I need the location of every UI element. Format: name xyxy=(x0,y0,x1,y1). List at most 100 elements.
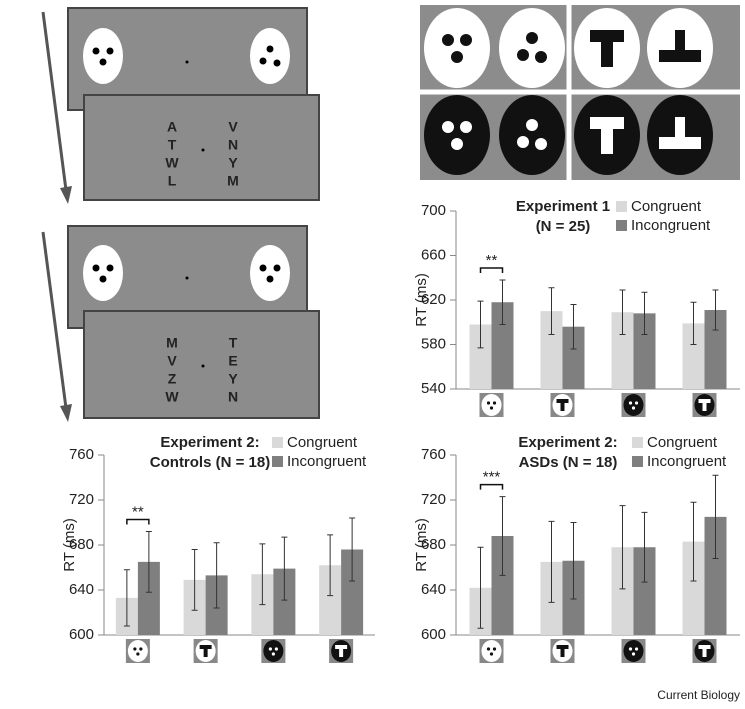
stimulus-letter: E xyxy=(228,353,237,369)
condition-icon-dot xyxy=(268,647,272,651)
condition-icon-t xyxy=(698,645,711,657)
error-bar xyxy=(712,474,719,559)
error-bar xyxy=(213,542,220,609)
legend-label: Incongruent xyxy=(287,453,367,470)
stimulus-letter: N xyxy=(228,389,238,405)
bar xyxy=(491,302,514,389)
condition-icon-dot xyxy=(628,647,633,651)
error-bar xyxy=(690,301,697,345)
bar xyxy=(562,326,585,389)
bar-chart: 600 640 680 720 760 RT (ms) Experiment 2: Contr… xyxy=(61,434,375,663)
condition-icon xyxy=(481,640,502,662)
error-bar xyxy=(327,534,334,597)
condition-icon-dot xyxy=(274,647,278,651)
legend-label: Incongruent xyxy=(631,217,711,234)
stimulus-letter: Z xyxy=(168,371,177,387)
y-tick-label: 760 xyxy=(69,446,94,463)
condition-icon-t xyxy=(335,645,348,657)
error-bar xyxy=(641,291,648,335)
error-bar xyxy=(281,536,288,601)
bar xyxy=(540,311,563,389)
stimulus-letter: M xyxy=(166,335,178,351)
condition-icon xyxy=(481,394,502,416)
condition-icon xyxy=(623,394,644,416)
legend-swatch xyxy=(616,201,627,212)
bar xyxy=(682,541,705,635)
stimulus-letter: V xyxy=(167,353,177,369)
chart-title: Experiment 2: xyxy=(160,434,259,451)
error-bar xyxy=(619,505,626,590)
stimulus-grid xyxy=(420,5,740,180)
significance-label: ** xyxy=(132,503,144,520)
significance-label: ** xyxy=(486,252,498,269)
significance-bracket xyxy=(479,267,504,273)
bar xyxy=(611,312,634,389)
error-bar xyxy=(712,289,719,331)
condition-icon-dot xyxy=(486,647,491,651)
legend-label: Congruent xyxy=(631,198,702,215)
error-bar xyxy=(499,279,506,325)
bar xyxy=(319,565,342,635)
y-tick-label: 600 xyxy=(69,626,94,643)
bar xyxy=(682,323,705,389)
stimulus-letter: W xyxy=(165,155,179,171)
y-tick-label: 580 xyxy=(421,335,446,352)
condition-icon-dot xyxy=(492,401,497,405)
chart-title: Experiment 1 xyxy=(516,198,610,215)
stimulus-letter: W xyxy=(165,389,179,405)
y-tick-label: 600 xyxy=(421,626,446,643)
error-bar xyxy=(259,543,266,606)
bar xyxy=(273,568,296,635)
condition-icon-t xyxy=(199,645,212,657)
y-tick-label: 680 xyxy=(421,536,446,553)
y-tick-label: 660 xyxy=(421,246,446,263)
y-axis-label: RT (ms) xyxy=(413,273,430,327)
y-tick-label: 620 xyxy=(421,291,446,308)
stimulus-letter: L xyxy=(168,173,177,189)
chart-title: ASDs (N = 18) xyxy=(519,454,618,471)
condition-icon-dot xyxy=(486,401,491,405)
legend-swatch xyxy=(272,456,283,467)
legend-swatch xyxy=(616,220,627,231)
error-bar xyxy=(619,289,626,335)
condition-icon-dot xyxy=(634,647,639,651)
trial-diagram xyxy=(41,7,320,422)
stimulus-letter: V xyxy=(228,119,238,135)
y-tick-label: 680 xyxy=(69,536,94,553)
error-bar xyxy=(145,531,152,593)
condition-icon-dot xyxy=(634,401,639,405)
condition-icon-dot xyxy=(489,652,494,656)
condition-icon xyxy=(623,640,644,662)
error-bar xyxy=(499,496,506,576)
error-bar xyxy=(191,549,198,611)
stimulus-letter: T xyxy=(229,335,238,351)
bar-chart: 540 580 620 660 700 RT (ms) Experiment 1 (N = 2… xyxy=(413,198,740,417)
y-tick-label: 640 xyxy=(69,581,94,598)
y-tick-label: 760 xyxy=(421,446,446,463)
legend-swatch xyxy=(632,456,643,467)
condition-icon-dot xyxy=(631,406,636,410)
stimulus-letter: Y xyxy=(228,371,238,387)
stimulus-letter: N xyxy=(228,137,238,153)
error-bar xyxy=(477,546,484,629)
bar-chart: 600 640 680 720 760 RT (ms) Experiment 2: ASDs … xyxy=(413,434,740,663)
chart-title: Experiment 2: xyxy=(518,434,617,451)
bar xyxy=(704,310,727,389)
condition-icon-dot xyxy=(139,647,143,651)
stimulus-letter: M xyxy=(227,173,239,189)
footer: Current Biology xyxy=(657,688,740,702)
condition-icon-dot xyxy=(489,406,494,410)
y-axis-label: RT (ms) xyxy=(61,518,78,572)
bar xyxy=(704,516,727,635)
condition-icon-dot xyxy=(631,652,636,656)
legend-swatch xyxy=(272,437,283,448)
stimulus-letter: A xyxy=(167,119,177,135)
error-bar xyxy=(477,300,484,349)
y-tick-label: 640 xyxy=(421,581,446,598)
condition-icon-dot xyxy=(628,401,633,405)
legend-label: Congruent xyxy=(287,434,358,451)
condition-icon xyxy=(263,640,284,662)
bar xyxy=(137,561,160,635)
stimulus-letter: T xyxy=(168,137,177,153)
